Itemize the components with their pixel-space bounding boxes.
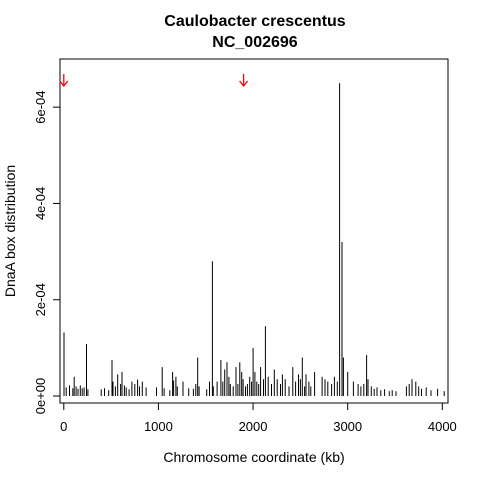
y-tick-label: 2e-04 [33, 283, 48, 316]
y-tick-label: 6e-04 [33, 91, 48, 124]
bar-series [63, 83, 445, 396]
x-axis-label: Chromosome coordinate (kb) [163, 449, 344, 465]
x-tick-label: 3000 [333, 419, 362, 434]
y-tick-label: 4e-04 [33, 187, 48, 220]
chart-title: Caulobacter crescentus [164, 13, 346, 30]
annotation-arrows [59, 74, 249, 88]
plot-frame [59, 58, 449, 404]
y-tick-label: 0e+00 [33, 378, 48, 415]
y-axis-label: DnaA box distribution [2, 165, 18, 297]
x-tick-label: 2000 [239, 419, 268, 434]
x-tick-label: 0 [60, 419, 67, 434]
x-axis: 0 1000 2000 3000 4000 [60, 402, 457, 434]
y-axis: 0e+00 2e-04 4e-04 6e-04 [33, 91, 61, 415]
chart-subtitle: NC_002696 [212, 34, 298, 51]
red-arrow-down-icon [239, 74, 249, 88]
x-tick-label: 4000 [428, 419, 457, 434]
red-arrow-down-icon [59, 74, 69, 88]
x-tick-label: 1000 [144, 419, 173, 434]
